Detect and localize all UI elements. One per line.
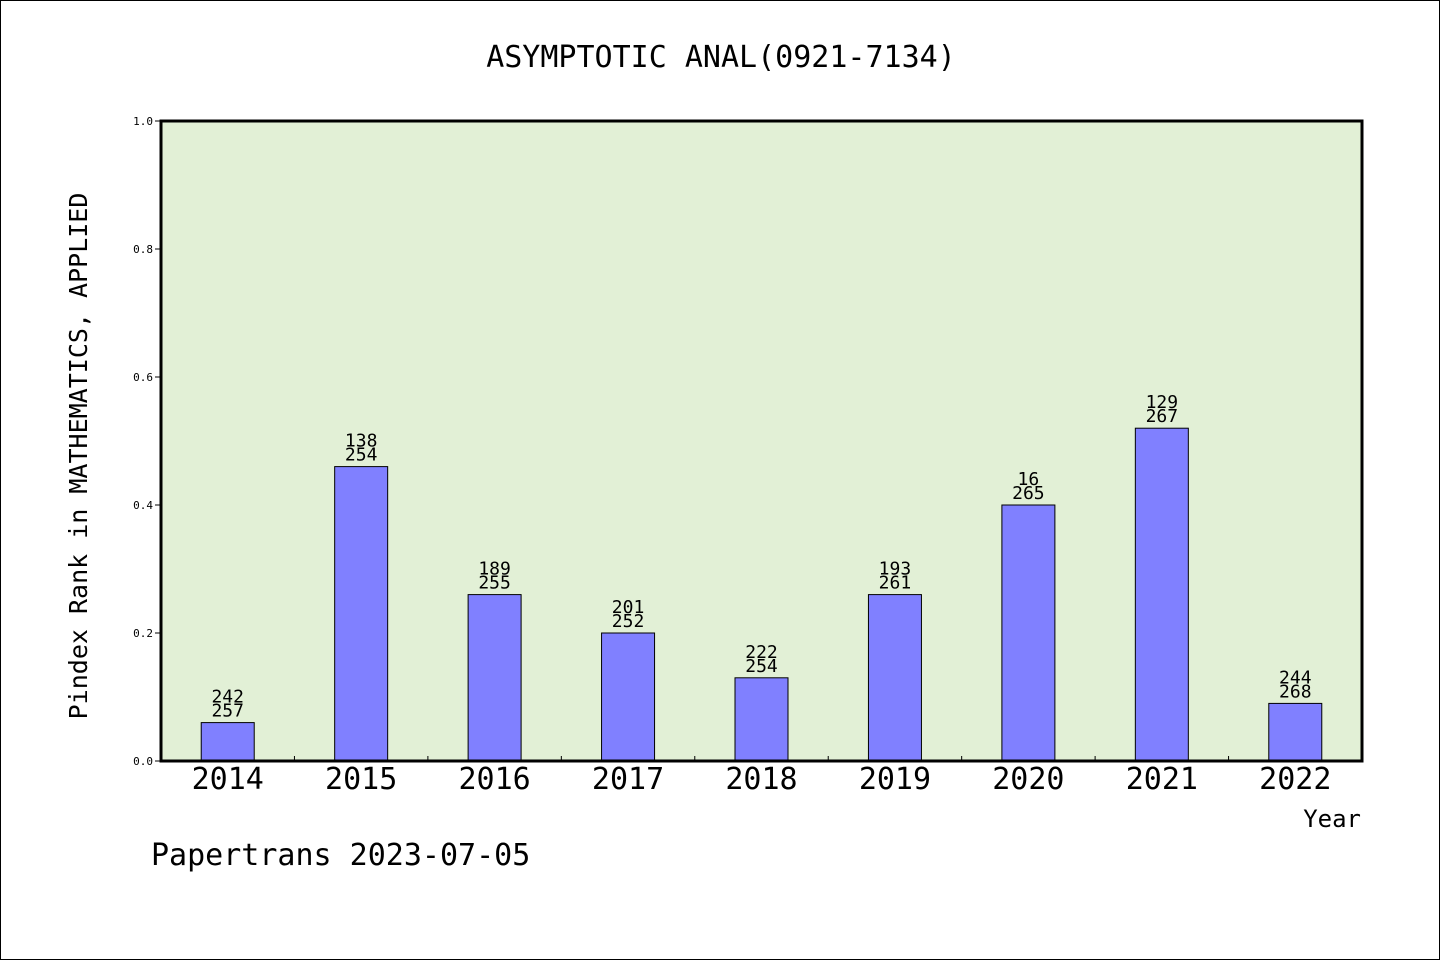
y-tick-label: 0.0 bbox=[133, 755, 153, 768]
bar bbox=[1268, 702, 1323, 762]
x-tick-label: 2016 bbox=[458, 762, 530, 797]
x-tick-label: 2014 bbox=[192, 762, 264, 797]
x-tick-label: 2020 bbox=[992, 762, 1064, 797]
plot-border bbox=[159, 119, 1364, 763]
x-tick-label: 2022 bbox=[1259, 762, 1331, 797]
bar-rank-label: 16 bbox=[1018, 469, 1040, 490]
bar-total-label: 265 bbox=[1012, 483, 1045, 504]
bar-rank-label: 138 bbox=[345, 431, 378, 452]
bar-rank-label: 129 bbox=[1146, 392, 1179, 413]
y-tick-label: 0.8 bbox=[133, 243, 153, 256]
footer-credit: Papertrans 2023-07-05 bbox=[151, 838, 530, 873]
bar-rank-label: 201 bbox=[612, 597, 645, 618]
x-tick-label: 2019 bbox=[859, 762, 931, 797]
y-axis: 0.0 0.2 0.4 0.6 0.8 1.0 bbox=[133, 115, 161, 768]
bar-labels: 2422571382541892552012522222541932611626… bbox=[211, 392, 1311, 721]
bar-total-label: 254 bbox=[745, 656, 778, 677]
bar-total-label: 261 bbox=[879, 573, 912, 594]
bar bbox=[734, 677, 789, 762]
y-tick-label: 1.0 bbox=[133, 115, 153, 128]
bar-rank-label: 193 bbox=[879, 559, 912, 580]
x-tick-label: 2017 bbox=[592, 762, 664, 797]
chart-title: ASYMPTOTIC ANAL(0921-7134) bbox=[486, 40, 956, 75]
bar-rank-label: 222 bbox=[745, 642, 778, 663]
bar-total-label: 255 bbox=[478, 573, 511, 594]
x-tick-label: 2021 bbox=[1126, 762, 1198, 797]
y-tick-label: 0.6 bbox=[133, 371, 153, 384]
x-tick-label: 2015 bbox=[325, 762, 397, 797]
bar bbox=[1134, 427, 1189, 762]
y-tick-label: 0.2 bbox=[133, 627, 153, 640]
bar-total-label: 267 bbox=[1146, 406, 1179, 427]
bar-total-label: 252 bbox=[612, 611, 645, 632]
bar bbox=[867, 594, 922, 762]
bar-rank-label: 244 bbox=[1279, 667, 1312, 688]
bar bbox=[200, 722, 255, 762]
bar bbox=[601, 632, 656, 762]
y-tick-label: 0.4 bbox=[133, 499, 153, 512]
bar-rank-label: 242 bbox=[211, 687, 244, 708]
bars bbox=[200, 427, 1323, 762]
bar-total-label: 254 bbox=[345, 445, 378, 466]
bar-total-label: 257 bbox=[211, 701, 244, 722]
y-axis-label: Pindex Rank in MATHEMATICS, APPLIED bbox=[64, 193, 93, 720]
bar bbox=[1001, 504, 1056, 762]
bar bbox=[467, 594, 522, 762]
x-tick-label: 2018 bbox=[725, 762, 797, 797]
bar-rank-label: 189 bbox=[478, 559, 511, 580]
x-axis: 2014 2015 2016 2017 2018 2019 2020 2021 2022 bbox=[192, 762, 1332, 797]
x-axis-label: Year bbox=[1303, 805, 1361, 833]
bar-total-label: 268 bbox=[1279, 681, 1312, 702]
bar bbox=[334, 466, 389, 762]
